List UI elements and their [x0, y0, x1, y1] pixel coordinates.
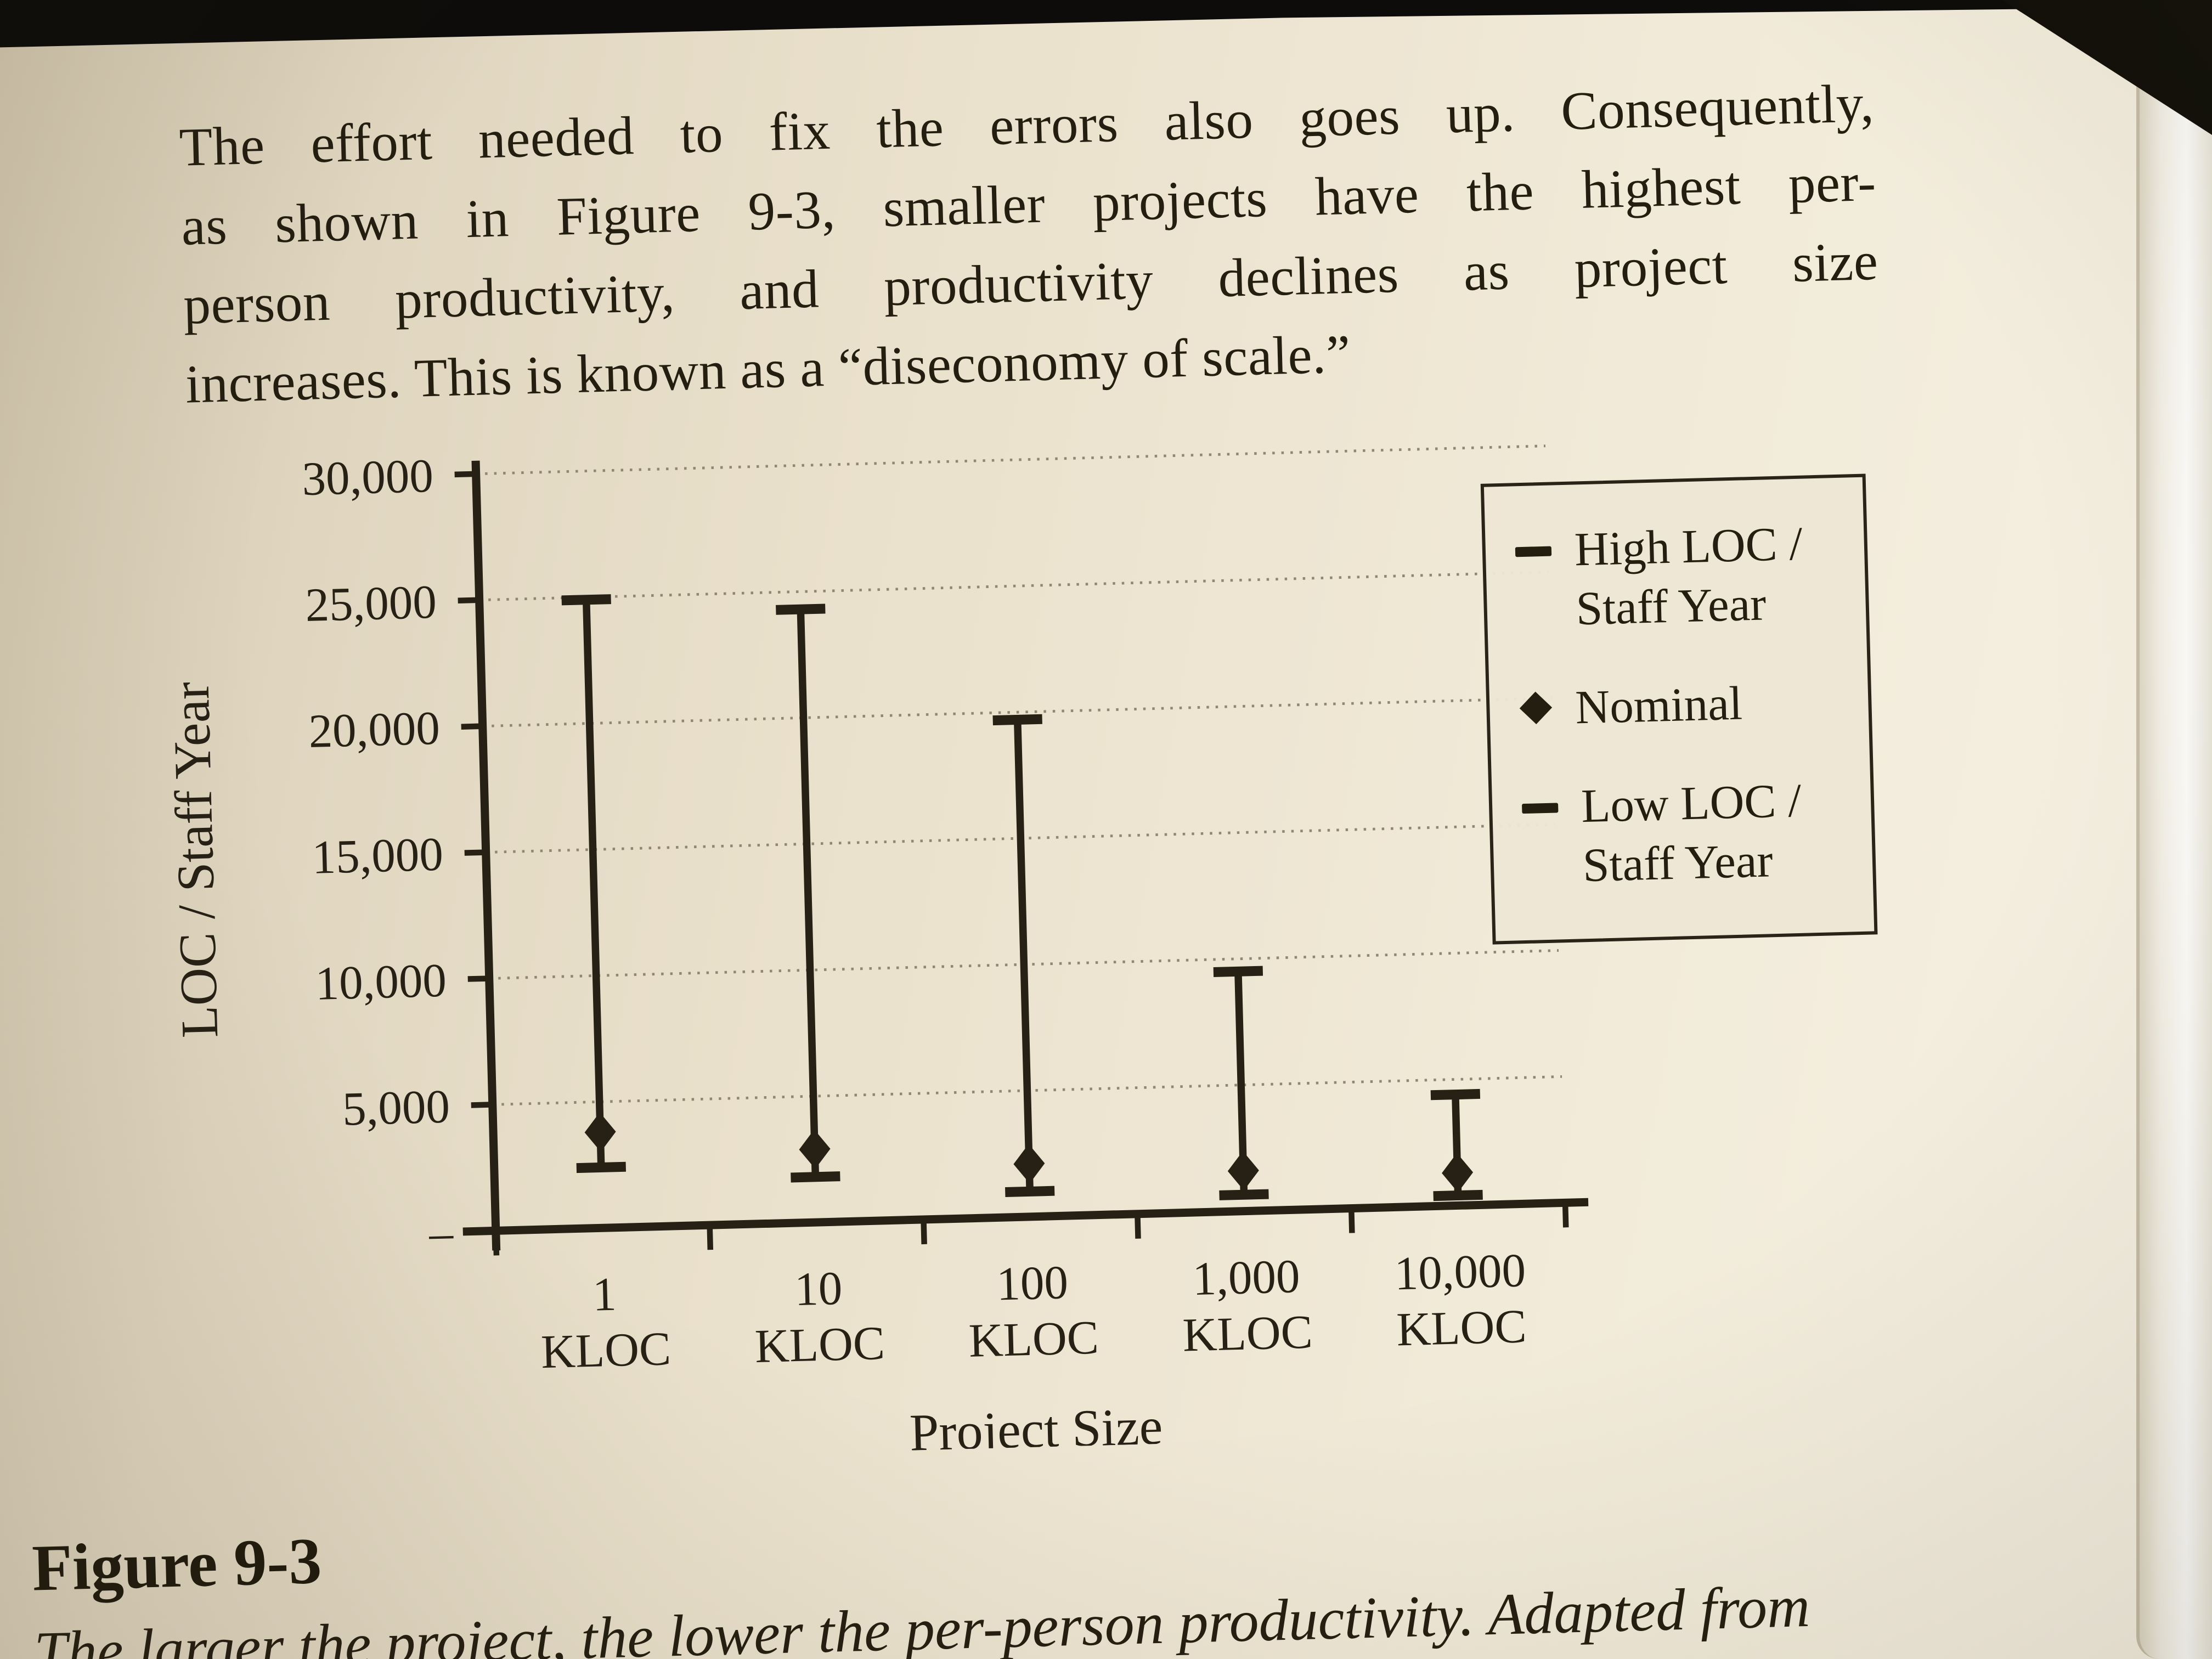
nominal-marker [584, 1112, 616, 1152]
x-tick-label: 100 [996, 1255, 1069, 1310]
y-tick-label: 20,000 [308, 701, 441, 758]
range-bar [992, 714, 1055, 1198]
x-tick [1135, 1214, 1141, 1239]
legend-item-high: High LOC / Staff Year [1515, 514, 1837, 641]
y-tick-label: 25,000 [304, 575, 437, 631]
nominal-marker [1442, 1153, 1474, 1193]
x-tick-label: KLOC [968, 1311, 1099, 1367]
range-line [582, 600, 605, 1168]
page-stack-edge [2136, 0, 2212, 1659]
high-cap [776, 603, 826, 615]
nominal-marker [1013, 1144, 1045, 1184]
x-tick-label: KLOC [540, 1322, 672, 1378]
y-tick-label: 30,000 [301, 449, 434, 505]
x-tick-label: KLOC [1182, 1305, 1313, 1361]
x-tick-label: 1 [592, 1267, 617, 1321]
x-tick-label: KLOC [1396, 1299, 1527, 1356]
x-axis [462, 1198, 1589, 1236]
nominal-marker [799, 1129, 831, 1169]
low-cap [576, 1161, 627, 1173]
gridline [479, 571, 1549, 602]
x-tick-label: 1,000 [1192, 1249, 1300, 1305]
diamond-marker-icon [1519, 691, 1553, 725]
y-tick-label: 10,000 [314, 953, 447, 1010]
range-bar [1213, 966, 1269, 1200]
low-cap [791, 1171, 840, 1183]
y-axis-title: LOC / Staff Year [161, 681, 229, 1039]
legend-item-nominal: Nominal [1519, 672, 1839, 740]
legend-item-low: Low LOC / Staff Year [1521, 771, 1843, 898]
y-tick-label: 5,000 [342, 1080, 450, 1136]
legend-label: High LOC / Staff Year [1573, 518, 1803, 636]
body-paragraph: The effort needed to fix the errors also… [178, 65, 1881, 426]
high-cap [561, 594, 611, 606]
range-bar [561, 594, 627, 1173]
range-line [1013, 719, 1034, 1192]
x-tick [921, 1219, 927, 1245]
legend-label: Nominal [1575, 678, 1743, 735]
range-bar [776, 603, 840, 1183]
nominal-marker [1227, 1151, 1259, 1191]
high-cap [992, 714, 1042, 726]
low-cap [1219, 1189, 1269, 1200]
x-tick [1562, 1203, 1569, 1228]
figure-number-label: Figure 9-3 [31, 1523, 323, 1605]
range-bar [1430, 1088, 1483, 1201]
gridline [482, 697, 1553, 728]
x-tick-label: 10 [794, 1261, 843, 1316]
dash-marker-icon [1515, 546, 1552, 557]
gridline [476, 444, 1546, 476]
x-axis-title: Project Size [909, 1397, 1164, 1462]
high-cap [1213, 966, 1263, 977]
figure-9-3-chart: –5,000 10,000 15,000 20,000 25,000 30,000 1 KLO… [145, 394, 1654, 1470]
legend-label: Low LOC / Staff Year [1580, 775, 1802, 893]
x-tick-label: 10,000 [1393, 1243, 1526, 1300]
high-cap [1430, 1088, 1481, 1101]
y-tick-label: 15,000 [311, 827, 444, 884]
y-axis [471, 460, 501, 1251]
x-tick [1348, 1208, 1355, 1233]
x-tick-label: KLOC [754, 1316, 885, 1373]
productivity-range-chart: –5,00010,00015,00020,00025,00030,0001KLO… [161, 444, 1589, 1462]
y-tick-label: – [428, 1205, 455, 1259]
low-cap [1005, 1186, 1055, 1198]
chart-legend: High LOC / Staff Year Nominal Low LOC / … [1480, 473, 1878, 945]
low-cap [1433, 1189, 1483, 1201]
dash-marker-icon [1522, 803, 1559, 814]
range-line [797, 609, 820, 1177]
